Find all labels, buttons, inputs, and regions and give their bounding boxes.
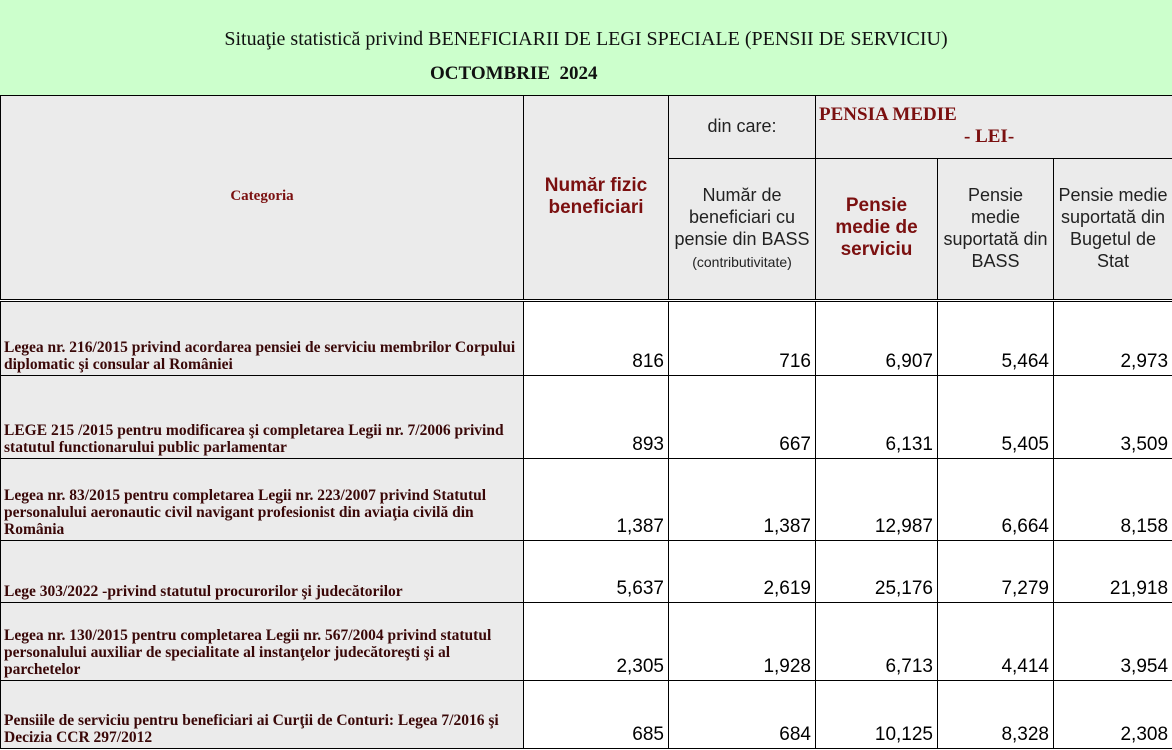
cell-category: LEGE 215 /2015 pentru modificarea şi com…: [0, 375, 524, 459]
cell-bass-pension: 6,664: [937, 458, 1054, 541]
cell-bass-pension: 5,405: [937, 375, 1054, 459]
header-average-title: PENSIA MEDIE: [819, 104, 957, 125]
cell-service-pension: 25,176: [815, 540, 938, 603]
header-of-which: din care:: [668, 95, 816, 159]
header-bass-pension: Pensie medie suportată din BASS: [937, 158, 1054, 301]
cell-category: Pensiile de serviciu pentru beneficiari …: [0, 680, 524, 749]
cell-beneficiaries: 816: [523, 299, 669, 376]
header-currency: - LEI-: [964, 126, 1015, 147]
cell-state-pension: 21,918: [1052, 540, 1172, 603]
cell-bass-beneficiaries: 1,928: [668, 602, 816, 681]
cell-beneficiaries: 893: [523, 375, 669, 459]
cell-beneficiaries: 5,637: [523, 540, 669, 603]
table-row: Legea nr. 216/2015 privind acordarea pen…: [0, 299, 1172, 376]
cell-category: Legea nr. 130/2015 pentru completarea Le…: [0, 602, 524, 681]
period: OCTOMBRIE 2024: [430, 63, 598, 84]
cell-service-pension: 10,125: [815, 680, 938, 749]
header-state-pension: Pensie medie suportată din Bugetul de St…: [1052, 158, 1172, 301]
table-row: LEGE 215 /2015 pentru modificarea şi com…: [0, 375, 1172, 459]
cell-service-pension: 6,131: [815, 375, 938, 459]
cell-category: Legea nr. 216/2015 privind acordarea pen…: [0, 299, 524, 376]
cell-bass-pension: 4,414: [937, 602, 1054, 681]
cell-bass-beneficiaries: 667: [668, 375, 816, 459]
cell-category: Legea nr. 83/2015 pentru completarea Leg…: [0, 458, 524, 541]
header-bass-label: Număr de beneficiari cu pensie din BASS: [674, 184, 810, 249]
cell-bass-beneficiaries: 2,619: [668, 540, 816, 603]
cell-state-pension: 2,973: [1052, 299, 1172, 376]
cell-category: Lege 303/2022 -privind statutul procuror…: [0, 540, 524, 603]
header-beneficiaries: Număr fizic beneficiari: [523, 95, 669, 301]
cell-state-pension: 8,158: [1052, 458, 1172, 541]
statistics-table: Categoria Număr fizic beneficiari din ca…: [0, 95, 1172, 749]
cell-service-pension: 12,987: [815, 458, 938, 541]
header-bass-beneficiaries: Număr de beneficiari cu pensie din BASS (…: [668, 158, 816, 301]
cell-bass-pension: 5,464: [937, 299, 1054, 376]
title: Situaţie statistică privind BENEFICIARII…: [224, 28, 948, 50]
title-band: Situaţie statistică privind BENEFICIARII…: [0, 0, 1172, 95]
cell-bass-pension: 7,279: [937, 540, 1054, 603]
cell-state-pension: 2,308: [1052, 680, 1172, 749]
cell-bass-pension: 8,328: [937, 680, 1054, 749]
cell-bass-beneficiaries: 1,387: [668, 458, 816, 541]
header-category: Categoria: [0, 95, 524, 301]
table-row: Pensiile de serviciu pentru beneficiari …: [0, 680, 1172, 749]
cell-bass-beneficiaries: 684: [668, 680, 816, 749]
cell-beneficiaries: 2,305: [523, 602, 669, 681]
cell-beneficiaries: 685: [523, 680, 669, 749]
cell-bass-beneficiaries: 716: [668, 299, 816, 376]
table-row: Lege 303/2022 -privind statutul procuror…: [0, 540, 1172, 603]
cell-service-pension: 6,713: [815, 602, 938, 681]
cell-service-pension: 6,907: [815, 299, 938, 376]
header-service-pension: Pensie medie de serviciu: [815, 158, 938, 301]
table-row: Legea nr. 130/2015 pentru completarea Le…: [0, 602, 1172, 681]
table-row: Legea nr. 83/2015 pentru completarea Leg…: [0, 458, 1172, 541]
cell-state-pension: 3,509: [1052, 375, 1172, 459]
cell-beneficiaries: 1,387: [523, 458, 669, 541]
table-body: Categoria Număr fizic beneficiari din ca…: [0, 95, 1172, 749]
cell-state-pension: 3,954: [1052, 602, 1172, 681]
header-average: PENSIA MEDIE - LEI-: [814, 95, 1172, 159]
header-bass-note: (contributivitate): [692, 253, 792, 270]
